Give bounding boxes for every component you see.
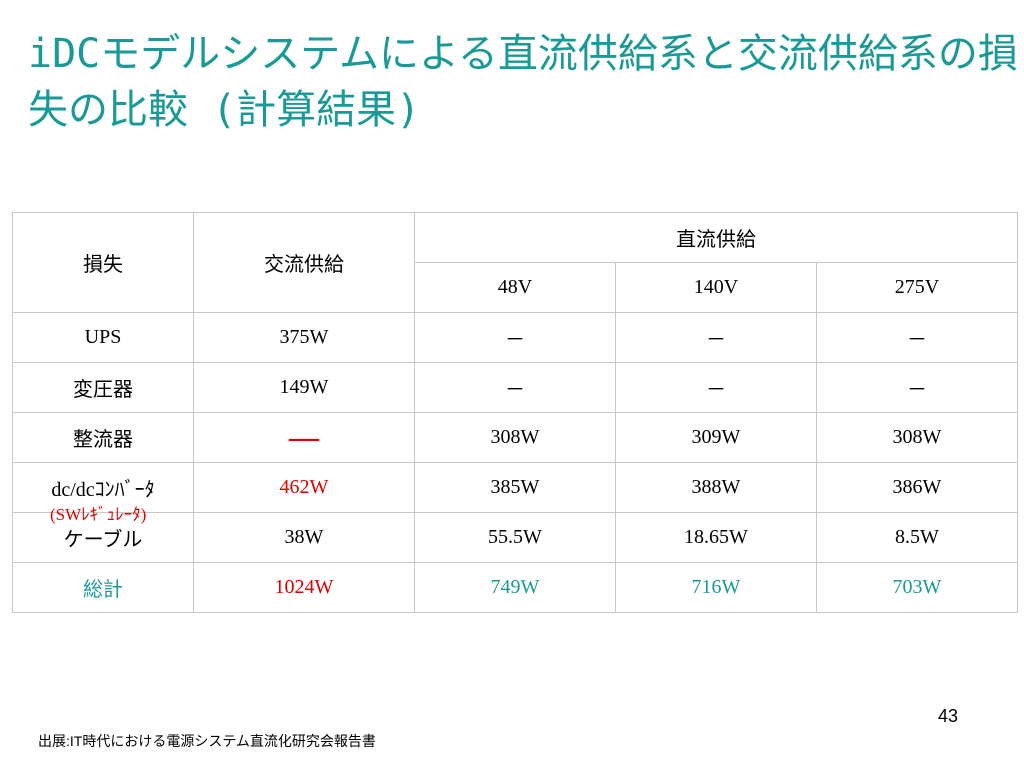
table-cell: － xyxy=(615,362,817,413)
table-cell: 38W xyxy=(193,512,415,563)
table-cell: 388W xyxy=(615,462,817,513)
table-cell: 749W xyxy=(414,562,616,613)
table-row: 変圧器 149W －－－ xyxy=(12,362,1018,413)
table-cell: 703W xyxy=(816,562,1018,613)
table-row: UPS 375W －－－ xyxy=(12,312,1018,363)
row-note: (SWﾚｷﾞｭﾚｰﾀ) xyxy=(50,505,147,524)
table-cell: 385W xyxy=(414,462,616,513)
table-cell: 462W xyxy=(193,462,415,513)
table-cell: 716W xyxy=(615,562,817,613)
table-body: 損失 交流供給 直流供給 48V 140V 275V UPS 375W －－－変圧器… xyxy=(12,212,1018,613)
table-cell: ― xyxy=(193,412,415,463)
table-cell: 8.5W xyxy=(816,512,1018,563)
header-cell: 損失 xyxy=(12,212,194,313)
table-row: 整流器 ― 308W 309W 308W xyxy=(12,412,1018,463)
table-cell: － xyxy=(414,362,616,413)
slide-title: iDCモデルシステムによる直流供給系と交流供給系の損失の比較 (計算結果) xyxy=(28,31,1018,133)
table-cell: 308W xyxy=(816,412,1018,463)
table-cell: 309W xyxy=(615,412,817,463)
table-cell: － xyxy=(414,312,616,363)
table-cell: － xyxy=(816,362,1018,413)
table-cell: － xyxy=(615,312,817,363)
table-row: ケーブル 38W 55.5W 18.65W 8.5W xyxy=(12,512,1018,563)
table-cell: 整流器 xyxy=(12,412,194,463)
table-cell: 308W xyxy=(414,412,616,463)
table-row: dc/dcｺﾝﾊﾞｰﾀ 462W 385W 388W 386W xyxy=(12,462,1018,513)
table-cell: UPS xyxy=(12,312,194,363)
table-cell: 386W xyxy=(816,462,1018,513)
header-cell: 140V xyxy=(615,262,817,313)
table-cell: 1024W xyxy=(193,562,415,613)
header-cell: 直流供給 xyxy=(414,212,1018,263)
table-cell: 375W xyxy=(193,312,415,363)
page-number: 43 xyxy=(938,706,959,726)
header-cell: 48V xyxy=(414,262,616,313)
loss-table: 損失 交流供給 直流供給 48V 140V 275V UPS 375W －－－変圧器… xyxy=(12,212,1018,613)
header-cell: 交流供給 xyxy=(193,212,415,313)
table-cell: 総計 xyxy=(12,562,194,613)
table-cell: 55.5W xyxy=(414,512,616,563)
table-cell: 18.65W xyxy=(615,512,817,563)
table-cell: dc/dcｺﾝﾊﾞｰﾀ xyxy=(12,462,194,513)
table-cell: － xyxy=(816,312,1018,363)
table-cell: 149W xyxy=(193,362,415,413)
table-row: 総計 1024W 749W 716W 703W xyxy=(12,562,1018,613)
header-cell: 275V xyxy=(816,262,1018,313)
header-row: 48V 140V 275V xyxy=(13,262,1018,313)
table-cell: 変圧器 xyxy=(12,362,194,413)
header-row: 損失 交流供給 直流供給 xyxy=(12,212,1018,313)
source-note: 出展:IT時代における電源システム直流化研究会報告書 xyxy=(38,733,376,749)
